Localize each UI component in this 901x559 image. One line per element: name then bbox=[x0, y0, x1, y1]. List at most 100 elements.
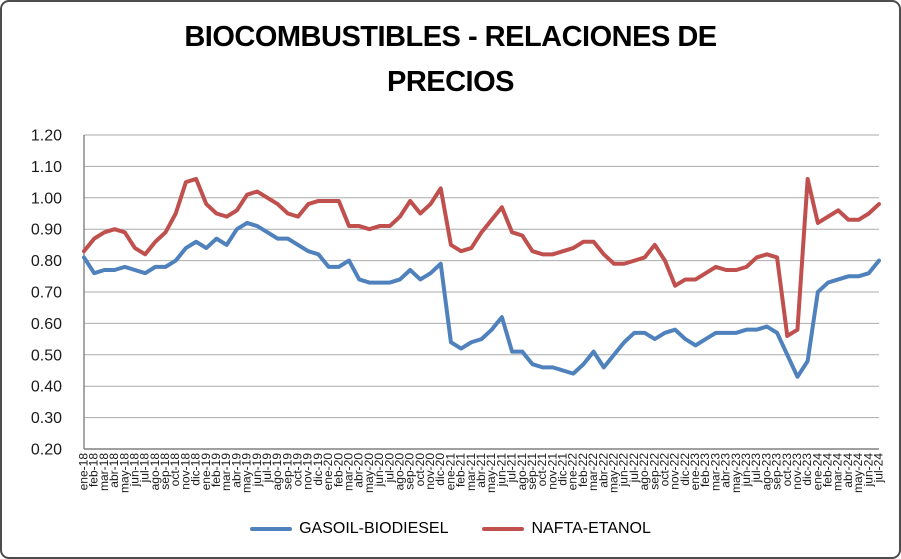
x-tick-label: nov-19 bbox=[301, 453, 315, 490]
x-tick-label: feb-22 bbox=[576, 453, 590, 487]
x-tick-label: oct-21 bbox=[535, 453, 549, 487]
x-tick-label: mar-23 bbox=[708, 453, 722, 491]
x-tick-label: dic-23 bbox=[800, 453, 814, 486]
x-tick-label: jul-22 bbox=[627, 453, 641, 484]
y-tick-label: 0.60 bbox=[31, 316, 62, 333]
x-tick-label: abr-23 bbox=[719, 453, 733, 488]
x-tick-label: ene-23 bbox=[688, 453, 702, 491]
legend-line-swatch-blue bbox=[250, 527, 293, 531]
x-tick-label: feb-19 bbox=[209, 453, 223, 487]
x-tick-label: jun-24 bbox=[861, 453, 875, 488]
x-tick-label: dic-19 bbox=[311, 453, 325, 486]
x-tick-label: may-24 bbox=[851, 453, 865, 493]
x-tick-label: may-22 bbox=[607, 453, 621, 493]
x-tick-label: ago-19 bbox=[270, 453, 284, 491]
x-tick-label: jul-19 bbox=[260, 453, 274, 484]
x-tick-label: abr-18 bbox=[107, 453, 121, 488]
x-tick-label: ago-18 bbox=[148, 453, 162, 491]
y-tick-label: 0.20 bbox=[31, 442, 62, 459]
x-tick-label: ene-22 bbox=[566, 453, 580, 491]
x-tick-label: may-23 bbox=[729, 453, 743, 493]
x-tick-label: nov-22 bbox=[668, 453, 682, 490]
x-tick-label: ago-23 bbox=[759, 453, 773, 491]
x-tick-label: nov-21 bbox=[545, 453, 559, 490]
y-tick-label: 0.40 bbox=[31, 379, 62, 396]
x-tick-label: mar-19 bbox=[219, 453, 233, 491]
y-tick-label: 1.10 bbox=[31, 159, 62, 176]
legend: GASOIL-BIODIESEL NAFTA-ETANOL bbox=[2, 520, 899, 538]
x-tick-label: oct-23 bbox=[780, 453, 794, 487]
x-tick-label: may-20 bbox=[362, 453, 376, 493]
legend-line-swatch-red bbox=[482, 527, 525, 531]
x-tick-label: oct-22 bbox=[657, 453, 671, 487]
x-tick-label: sep-21 bbox=[525, 453, 539, 490]
x-tick-label: dic-21 bbox=[556, 453, 570, 486]
x-tick-label: feb-23 bbox=[698, 453, 712, 487]
x-tick-label: jun-22 bbox=[617, 453, 631, 488]
x-tick-label: feb-20 bbox=[331, 453, 345, 487]
chart-title: BIOCOMBUSTIBLES - RELACIONES DE PRECIOS bbox=[2, 15, 899, 105]
x-tick-label: ene-18 bbox=[77, 453, 91, 491]
x-tick-label: abr-21 bbox=[474, 453, 488, 488]
x-tick-label: ene-21 bbox=[443, 453, 457, 491]
y-tick-label: 0.80 bbox=[31, 253, 62, 270]
x-tick-label: abr-20 bbox=[352, 453, 366, 488]
chart-title-line-2: PRECIOS bbox=[386, 66, 515, 98]
x-tick-label: ene-24 bbox=[810, 453, 824, 491]
chart-title-line-1: BIOCOMBUSTIBLES - RELACIONES DE bbox=[184, 21, 717, 53]
x-tick-label: feb-18 bbox=[87, 453, 101, 487]
x-tick-label: sep-19 bbox=[280, 453, 294, 490]
x-tick-label: nov-18 bbox=[178, 453, 192, 490]
x-tick-label: sep-22 bbox=[647, 453, 661, 490]
x-tick-label: jul-18 bbox=[138, 453, 152, 484]
y-tick-label: 1.00 bbox=[31, 190, 62, 207]
x-tick-label: jul-24 bbox=[872, 453, 886, 484]
x-tick-label: may-18 bbox=[117, 453, 131, 493]
x-tick-label: jun-21 bbox=[494, 453, 508, 488]
series-line-gasoil-biodiesel bbox=[82, 220, 881, 379]
x-tick-label: dic-22 bbox=[678, 453, 692, 486]
x-tick-label: feb-24 bbox=[821, 453, 835, 487]
x-tick-label: abr-19 bbox=[229, 453, 243, 488]
x-tick-label: jun-18 bbox=[127, 453, 141, 488]
x-tick-label: jun-19 bbox=[250, 453, 264, 488]
plot-area: 1.20 1.10 1.00 0.90 0.80 0.70 0.60 0.50 0.40 0.30… bbox=[31, 128, 886, 494]
x-tick-label: jul-23 bbox=[749, 453, 763, 484]
y-tick-label: 0.70 bbox=[31, 285, 62, 302]
x-tick-label: oct-18 bbox=[168, 453, 182, 487]
x-tick-label: jul-21 bbox=[505, 453, 519, 484]
x-tick-label: nov-20 bbox=[423, 453, 437, 490]
x-tick-label: mar-24 bbox=[831, 453, 845, 491]
x-tick-label: nov-23 bbox=[790, 453, 804, 490]
x-tick-label: sep-18 bbox=[158, 453, 172, 490]
x-tick-label: jun-23 bbox=[739, 453, 753, 488]
x-tick-label: ago-21 bbox=[515, 453, 529, 491]
legend-item-nafta-etanol: NAFTA-ETANOL bbox=[482, 520, 651, 538]
x-tick-label: abr-22 bbox=[596, 453, 610, 488]
x-tick-label: mar-20 bbox=[342, 453, 356, 491]
x-tick-label: oct-20 bbox=[413, 453, 427, 487]
x-tick-label: jun-20 bbox=[372, 453, 386, 488]
y-tick-label: 0.50 bbox=[31, 347, 62, 364]
legend-item-gasoil-biodiesel: GASOIL-BIODIESEL bbox=[250, 520, 448, 538]
y-tick-label: 1.20 bbox=[31, 128, 62, 145]
x-tick-label: ago-20 bbox=[392, 453, 406, 491]
legend-label-gasoil-biodiesel: GASOIL-BIODIESEL bbox=[299, 520, 449, 537]
legend-label-nafta-etanol: NAFTA-ETANOL bbox=[531, 520, 651, 537]
x-tick-label: dic-20 bbox=[433, 453, 447, 486]
x-tick-label: sep-23 bbox=[770, 453, 784, 490]
x-tick-label: ago-22 bbox=[637, 453, 651, 491]
x-tick-label: dic-18 bbox=[189, 453, 203, 486]
x-tick-label: mar-18 bbox=[97, 453, 111, 491]
x-tick-label: ene-19 bbox=[199, 453, 213, 491]
x-tick-label: feb-21 bbox=[454, 453, 468, 487]
x-tick-label: mar-22 bbox=[586, 453, 600, 491]
x-tick-label: jul-20 bbox=[382, 453, 396, 484]
x-tick-label: may-21 bbox=[484, 453, 498, 493]
y-tick-label: 0.30 bbox=[31, 410, 62, 427]
series-line-nafta-etanol bbox=[82, 176, 881, 338]
x-tick-label: abr-24 bbox=[841, 453, 855, 488]
x-tick-label: mar-21 bbox=[464, 453, 478, 491]
x-tick-label: sep-20 bbox=[403, 453, 417, 490]
